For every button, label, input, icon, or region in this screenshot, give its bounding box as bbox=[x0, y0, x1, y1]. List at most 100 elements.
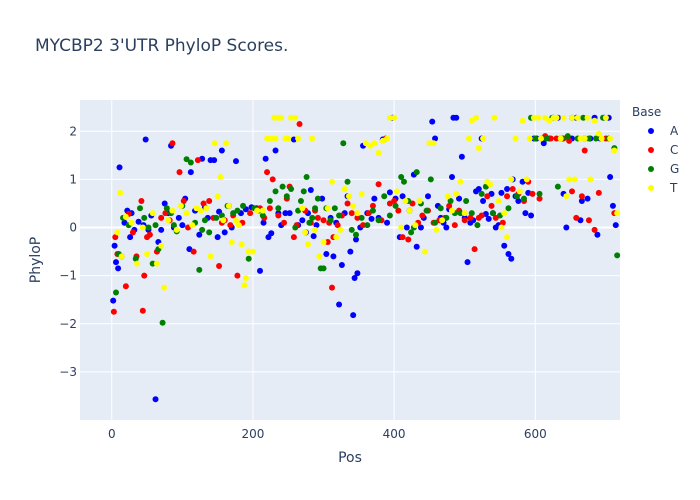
data-point bbox=[607, 173, 614, 180]
data-point bbox=[296, 121, 303, 128]
data-point bbox=[581, 135, 588, 142]
data-point bbox=[163, 205, 170, 212]
data-point bbox=[259, 207, 266, 214]
data-point bbox=[110, 308, 117, 315]
data-point bbox=[578, 193, 585, 200]
data-point bbox=[134, 260, 141, 267]
data-point bbox=[158, 226, 165, 233]
data-point bbox=[170, 222, 177, 229]
data-point bbox=[375, 217, 382, 224]
data-point bbox=[159, 319, 166, 326]
data-point bbox=[158, 214, 165, 221]
legend-marker-T bbox=[648, 185, 654, 191]
data-point bbox=[279, 183, 286, 190]
data-point bbox=[211, 140, 218, 147]
data-point bbox=[423, 207, 430, 214]
data-point bbox=[312, 205, 319, 212]
data-point bbox=[595, 130, 602, 137]
data-point bbox=[162, 210, 169, 217]
data-point bbox=[158, 242, 165, 249]
data-point bbox=[598, 135, 605, 142]
data-point bbox=[329, 284, 335, 291]
y-tick-label: 1 bbox=[69, 172, 77, 186]
data-point bbox=[211, 157, 218, 164]
series-T bbox=[114, 114, 621, 291]
data-point bbox=[515, 198, 522, 205]
data-point bbox=[141, 214, 148, 221]
legend-label-C: C bbox=[670, 143, 678, 157]
data-point bbox=[360, 222, 367, 229]
data-point bbox=[375, 149, 382, 156]
data-point bbox=[216, 263, 223, 270]
data-point bbox=[353, 236, 359, 243]
data-point bbox=[581, 147, 588, 154]
data-point bbox=[206, 198, 213, 205]
data-point bbox=[196, 231, 203, 238]
data-point bbox=[433, 226, 440, 233]
data-point bbox=[233, 158, 239, 165]
data-point bbox=[306, 219, 313, 226]
data-point bbox=[529, 190, 536, 197]
data-point bbox=[146, 231, 153, 238]
data-point bbox=[183, 156, 190, 163]
data-point bbox=[139, 224, 146, 231]
data-point bbox=[614, 252, 621, 259]
y-tick-label: −1 bbox=[59, 269, 77, 283]
data-point bbox=[473, 114, 479, 121]
x-tick-label: 0 bbox=[108, 427, 116, 441]
data-point bbox=[285, 135, 292, 142]
data-point bbox=[563, 224, 570, 231]
data-point bbox=[234, 207, 241, 214]
data-point bbox=[319, 195, 326, 202]
data-point bbox=[266, 205, 273, 212]
data-point bbox=[127, 234, 134, 241]
data-point bbox=[427, 176, 434, 183]
data-point bbox=[580, 114, 587, 121]
data-point bbox=[299, 217, 306, 224]
data-point bbox=[245, 248, 252, 255]
data-point bbox=[456, 195, 463, 202]
data-point bbox=[275, 205, 282, 212]
data-point bbox=[569, 114, 575, 121]
legend-label-T: T bbox=[669, 181, 678, 195]
data-point bbox=[145, 224, 152, 231]
data-point bbox=[408, 229, 415, 236]
data-point bbox=[364, 222, 371, 229]
data-point bbox=[354, 210, 361, 217]
data-point bbox=[513, 193, 520, 200]
y-tick-label: −3 bbox=[59, 365, 77, 379]
plot-area bbox=[80, 100, 620, 420]
data-point bbox=[290, 234, 297, 241]
data-point bbox=[402, 198, 409, 205]
data-point bbox=[358, 214, 365, 221]
data-point bbox=[196, 266, 203, 273]
legend-marker-C bbox=[648, 147, 654, 153]
data-point bbox=[113, 289, 119, 296]
data-point bbox=[546, 117, 553, 124]
data-point bbox=[553, 114, 560, 121]
data-point bbox=[584, 195, 591, 202]
data-point bbox=[444, 193, 451, 200]
data-point bbox=[391, 114, 398, 121]
data-point bbox=[152, 222, 159, 229]
data-point bbox=[457, 178, 464, 185]
data-point bbox=[153, 260, 160, 267]
data-point bbox=[187, 169, 194, 176]
data-point bbox=[299, 205, 306, 212]
data-point bbox=[505, 205, 512, 212]
data-point bbox=[351, 275, 358, 282]
data-point bbox=[345, 193, 352, 200]
data-point bbox=[190, 248, 197, 255]
data-point bbox=[169, 207, 176, 214]
data-point bbox=[269, 176, 276, 183]
data-point bbox=[449, 207, 455, 214]
data-point bbox=[453, 114, 460, 121]
data-point bbox=[207, 253, 214, 260]
data-point bbox=[398, 224, 405, 231]
data-point bbox=[312, 226, 319, 233]
data-point bbox=[501, 242, 508, 249]
data-point bbox=[176, 169, 183, 176]
data-point bbox=[329, 178, 335, 185]
chart-title: MYCBP2 3'UTR PhyloP Scores. bbox=[35, 36, 288, 56]
